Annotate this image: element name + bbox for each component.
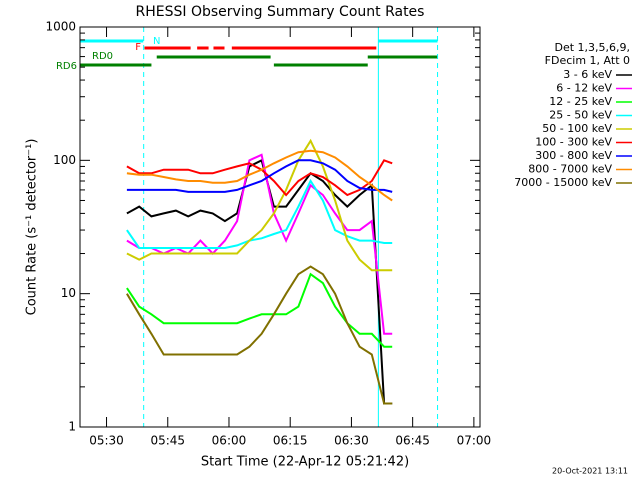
- series-line: [126, 158, 393, 405]
- series-line: [126, 149, 393, 202]
- x-tick-label: 07:00: [457, 434, 492, 448]
- state-label: N: [153, 36, 160, 47]
- state-label: RD6: [56, 61, 77, 72]
- legend-label: 100 - 300 keV: [535, 136, 612, 149]
- y-tick-label: 10: [61, 286, 76, 300]
- footer: 20-Oct-2021 13:11: [552, 467, 628, 476]
- state-label: F: [135, 42, 141, 53]
- state-label: RD0: [92, 51, 113, 62]
- legend-label: 300 - 800 keV: [535, 149, 612, 162]
- y-tick-label: 100: [53, 153, 76, 167]
- series-line: [126, 153, 393, 335]
- y-tick-label: 1: [68, 420, 76, 434]
- legend-label: 7000 - 15000 keV: [514, 176, 612, 189]
- legend-header: Det 1,3,5,6,9,: [554, 41, 630, 54]
- x-tick-label: 06:45: [395, 434, 430, 448]
- y-axis-label: Count Rate (s⁻¹ detector⁻¹): [25, 139, 40, 316]
- legend-label: 25 - 50 keV: [549, 109, 612, 122]
- plot-frame: [79, 26, 481, 428]
- x-tick-label: 06:30: [334, 434, 369, 448]
- legend-label: 800 - 7000 keV: [528, 163, 612, 176]
- legend-label: 6 - 12 keV: [556, 82, 612, 95]
- legend-label: 3 - 6 keV: [563, 68, 612, 81]
- x-tick-label: 06:00: [212, 434, 247, 448]
- legend-label: 12 - 25 keV: [549, 95, 612, 108]
- legend-label: 50 - 100 keV: [542, 122, 612, 135]
- series-line: [126, 178, 393, 249]
- series-line: [126, 138, 393, 272]
- x-tick-label: 05:45: [150, 434, 185, 448]
- x-tick-label: 05:30: [89, 434, 124, 448]
- x-axis-label: Start Time (22-Apr-12 05:21:42): [201, 455, 409, 470]
- x-tick-label: 06:15: [273, 434, 308, 448]
- series-line: [126, 272, 393, 348]
- series-line: [126, 159, 393, 193]
- series-line: [126, 265, 393, 405]
- chart-title: RHESSI Observing Summary Count Rates: [136, 4, 425, 20]
- legend-header: FDecim 1, Att 0: [545, 54, 630, 67]
- y-tick-label: 1000: [45, 20, 76, 34]
